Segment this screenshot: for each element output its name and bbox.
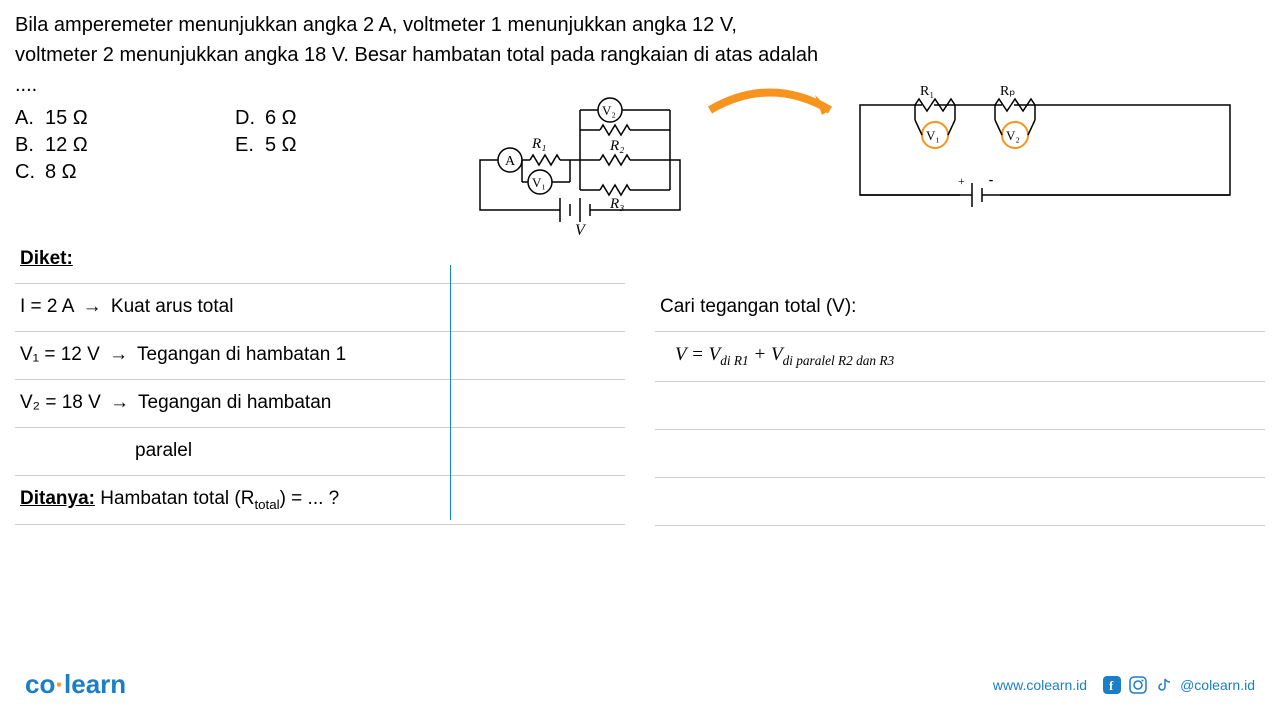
given-v2: V₂ = 18 V → Tegangan di hambatan <box>15 380 625 428</box>
option-c: C.8 Ω <box>15 159 235 186</box>
svg-text:Rₚ: Rₚ <box>1000 84 1015 99</box>
given-current: I = 2 A → Kuat arus total <box>15 284 625 332</box>
svg-text:f: f <box>1109 678 1114 693</box>
find-voltage: Cari tegangan total (V): <box>655 284 1265 332</box>
footer-handle: @colearn.id <box>1180 677 1255 693</box>
option-a: A.15 Ω <box>15 105 235 132</box>
option-d: D.6 Ω <box>235 105 455 132</box>
instagram-icon <box>1128 675 1148 695</box>
svg-text:V₂: V₂ <box>602 103 616 118</box>
svg-text:R₁: R₁ <box>920 84 934 99</box>
footer-url: www.colearn.id <box>993 677 1087 693</box>
svg-text:V₁: V₁ <box>926 128 940 143</box>
given-v1: V₁ = 12 V → Tegangan di hambatan 1 <box>15 332 625 380</box>
svg-text:R₂: R₂ <box>609 138 624 154</box>
facebook-icon: f <box>1102 675 1122 695</box>
empty-row-3 <box>655 478 1265 526</box>
svg-text:V: V <box>575 222 587 239</box>
solution-area: Diket: I = 2 A → Kuat arus total V₁ = 12… <box>0 236 1280 526</box>
solution-right: Cari tegangan total (V): V = Vdi R1 + Vd… <box>640 236 1280 526</box>
logo: co·learn <box>25 669 126 700</box>
given-parallel: paralel <box>15 428 625 476</box>
empty-row-2 <box>655 430 1265 478</box>
svg-text:V₁: V₁ <box>532 175 546 190</box>
circuit-diagrams: V A V₁ R₁ V₂ <box>460 75 1260 235</box>
svg-text:⁃: ⁃ <box>988 174 994 188</box>
svg-text:R₃: R₃ <box>609 196 624 212</box>
social-icons: f @colearn.id <box>1102 675 1255 695</box>
question-line2: voltmeter 2 menunjukkan angka 18 V. Besa… <box>15 40 1265 70</box>
question-line1: Bila amperemeter menunjukkan angka 2 A, … <box>15 10 1265 40</box>
circuits-svg: V A V₁ R₁ V₂ <box>460 75 1260 245</box>
asked: Ditanya: Hambatan total (Rtotal) = ... ? <box>15 476 625 525</box>
svg-text:A: A <box>505 154 516 169</box>
svg-text:+: + <box>958 174 965 188</box>
option-b: B.12 Ω <box>15 132 235 159</box>
column-divider <box>450 265 451 520</box>
footer: co·learn www.colearn.id f @colearn.id <box>0 669 1280 700</box>
arrow-icon <box>710 93 830 116</box>
voltage-formula: V = Vdi R1 + Vdi paralel R2 dan R3 <box>655 332 1265 382</box>
option-e: E.5 Ω <box>235 132 455 159</box>
footer-right: www.colearn.id f @colearn.id <box>993 675 1255 695</box>
empty-row-1 <box>655 382 1265 430</box>
svg-text:V₂: V₂ <box>1006 128 1020 143</box>
svg-text:R₁: R₁ <box>531 136 546 152</box>
solution-left: Diket: I = 2 A → Kuat arus total V₁ = 12… <box>0 236 640 526</box>
tiktok-icon <box>1154 675 1174 695</box>
